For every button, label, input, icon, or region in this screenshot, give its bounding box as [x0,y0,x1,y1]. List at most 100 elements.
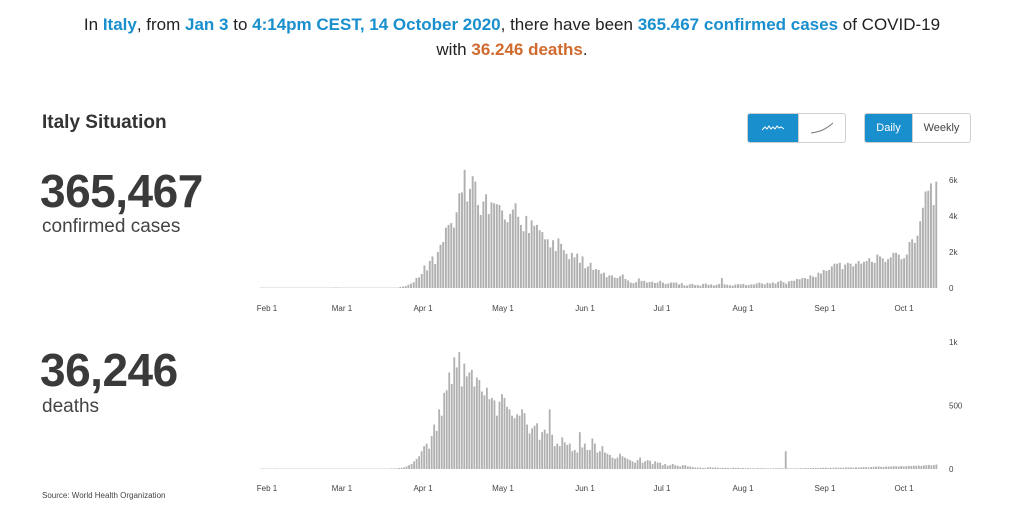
cases-x-tick-label: Oct 1 [894,304,914,313]
deaths-bar [460,386,463,469]
deaths-bar [619,453,621,469]
cases-bar [632,283,635,288]
section-title: Italy Situation [42,112,167,133]
cases-bar [683,285,686,288]
deaths-bar [448,372,451,469]
deaths-bar [825,467,827,469]
cases-bar [903,258,906,288]
deaths-bar [588,449,591,469]
deaths-bar [568,443,571,469]
deaths-bar [403,467,405,469]
deaths-label: deaths [42,396,100,417]
cases-bar [774,283,777,288]
cases-bar [758,282,761,288]
deaths-bar [400,467,403,469]
deaths-bar [511,415,513,469]
cases-bar [793,280,796,288]
cases-bar [469,188,471,288]
deaths-bar [531,428,534,469]
deaths-bar [696,467,699,469]
deaths-bar [558,446,561,469]
deaths-bar [669,465,672,469]
deaths-bar [907,465,910,469]
deaths-bar [860,467,862,469]
deaths-bar [556,443,559,469]
cases-y-tick-label: 0 [949,284,954,293]
deaths-bar [573,449,576,469]
cases-bar [857,260,860,288]
cases-bar [509,214,512,288]
cases-bar [728,285,731,288]
cases-bar [544,239,546,288]
cases-bar [825,270,828,288]
deaths-bar [465,376,468,469]
deaths-bar [802,468,805,469]
deaths-bar [857,467,860,469]
cases-bar [913,242,916,288]
daily-trend-button[interactable] [748,114,798,142]
cases-bar [932,205,935,288]
deaths-bar [676,465,679,469]
cases-bar [479,214,482,288]
cases-bar [410,283,412,288]
summary-line-2: with 36.246 deaths. [436,40,588,59]
deaths-bar [880,466,883,469]
cases-bar [418,277,421,288]
deaths-bar [443,392,446,469]
deaths-bar [671,463,674,469]
cases-bar [887,259,890,288]
cases-bar [415,277,418,288]
deaths-x-tick-label: Jul 1 [654,484,671,493]
cases-bar [900,259,903,288]
deaths-bar [842,467,845,469]
deaths-bar [503,397,506,469]
deaths-bar [804,468,807,469]
deaths-bar [684,465,687,469]
cases-bar [514,203,517,288]
cases-bar [517,216,520,288]
deaths-bar [651,463,654,469]
cases-bar [487,214,490,288]
cases-bar [873,262,876,288]
cases-bar [766,282,769,288]
cases-bar [699,285,702,288]
deaths-bar [862,467,865,469]
cases-bar [530,220,533,288]
deaths-bar [516,414,518,469]
cases-bar [578,262,581,288]
cases-bar [442,242,445,288]
cases-bar [458,193,461,288]
deaths-bar [935,464,938,470]
deaths-bar [782,468,785,470]
deaths-bar [872,466,875,469]
deaths-bar [779,468,782,469]
deaths-bar [774,468,777,469]
cases-bar [704,283,707,288]
deaths-bar [493,400,496,469]
cases-bar [560,243,563,288]
deaths-bar [832,467,835,469]
cases-bar [527,233,530,288]
cases-x-tick-label: Apr 1 [413,304,433,313]
cases-bar [688,284,691,288]
deaths-bar [634,462,636,469]
deaths-bar [521,409,523,469]
deaths-bar [611,457,614,469]
deaths-bar [578,432,581,469]
deaths-bar [679,466,682,469]
cumulative-trend-button[interactable] [798,114,845,142]
deaths-bar [408,465,410,469]
cases-bar [568,259,571,288]
daily-button[interactable]: Daily [865,114,912,142]
cases-bar [809,275,812,288]
deaths-bar [518,415,521,469]
deaths-bar [719,467,722,469]
cases-bar [747,284,750,288]
country-link[interactable]: Italy [102,15,137,34]
cases-bar [482,201,485,288]
cases-bar [817,272,820,288]
cases-bar [653,282,656,288]
deaths-highlight: 36.246 deaths [471,40,583,59]
weekly-button[interactable]: Weekly [912,114,970,142]
cases-bar [648,282,651,288]
